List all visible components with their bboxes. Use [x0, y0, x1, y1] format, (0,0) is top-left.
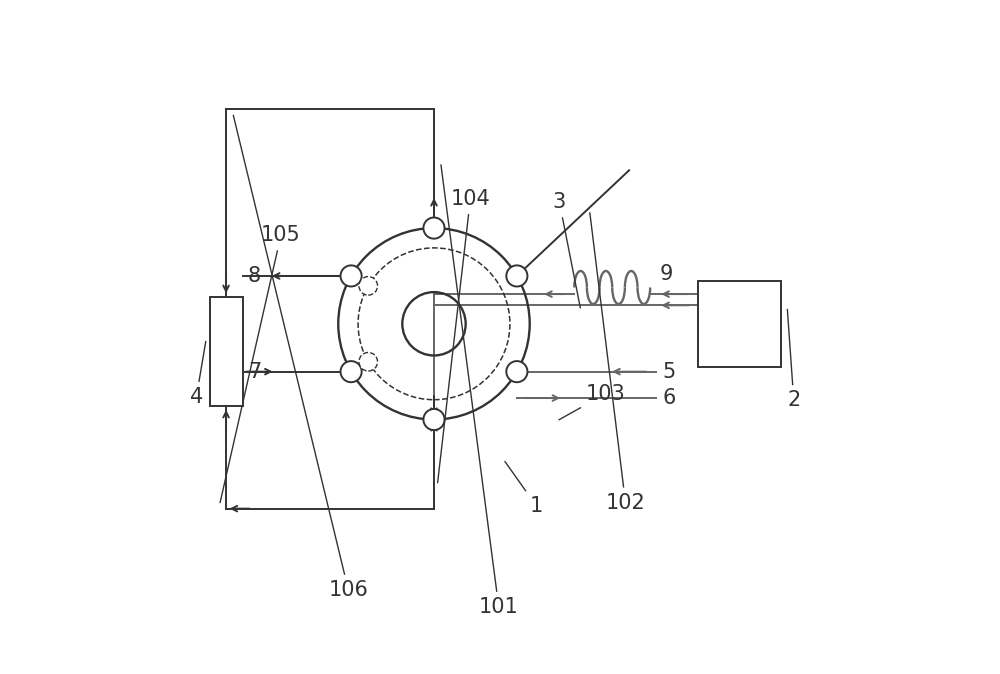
Circle shape — [423, 409, 445, 430]
Text: 101: 101 — [441, 165, 519, 617]
Text: 106: 106 — [233, 115, 368, 600]
Text: 7: 7 — [248, 362, 261, 381]
Text: 103: 103 — [559, 384, 626, 420]
Text: 1: 1 — [505, 462, 543, 516]
Circle shape — [341, 266, 362, 286]
Text: 8: 8 — [248, 266, 261, 286]
FancyBboxPatch shape — [210, 297, 243, 406]
Text: 4: 4 — [190, 342, 206, 407]
Circle shape — [359, 353, 378, 371]
Circle shape — [359, 276, 378, 295]
Text: 5: 5 — [662, 362, 675, 381]
Circle shape — [341, 361, 362, 382]
Circle shape — [423, 218, 445, 239]
FancyBboxPatch shape — [698, 281, 781, 367]
Text: 104: 104 — [438, 189, 490, 483]
Text: 6: 6 — [662, 388, 675, 408]
Circle shape — [506, 361, 527, 382]
Text: 3: 3 — [553, 192, 580, 308]
Circle shape — [506, 266, 527, 286]
Text: 105: 105 — [220, 225, 301, 503]
Text: 2: 2 — [787, 309, 800, 410]
Text: 102: 102 — [590, 213, 645, 513]
Text: 9: 9 — [660, 264, 673, 284]
